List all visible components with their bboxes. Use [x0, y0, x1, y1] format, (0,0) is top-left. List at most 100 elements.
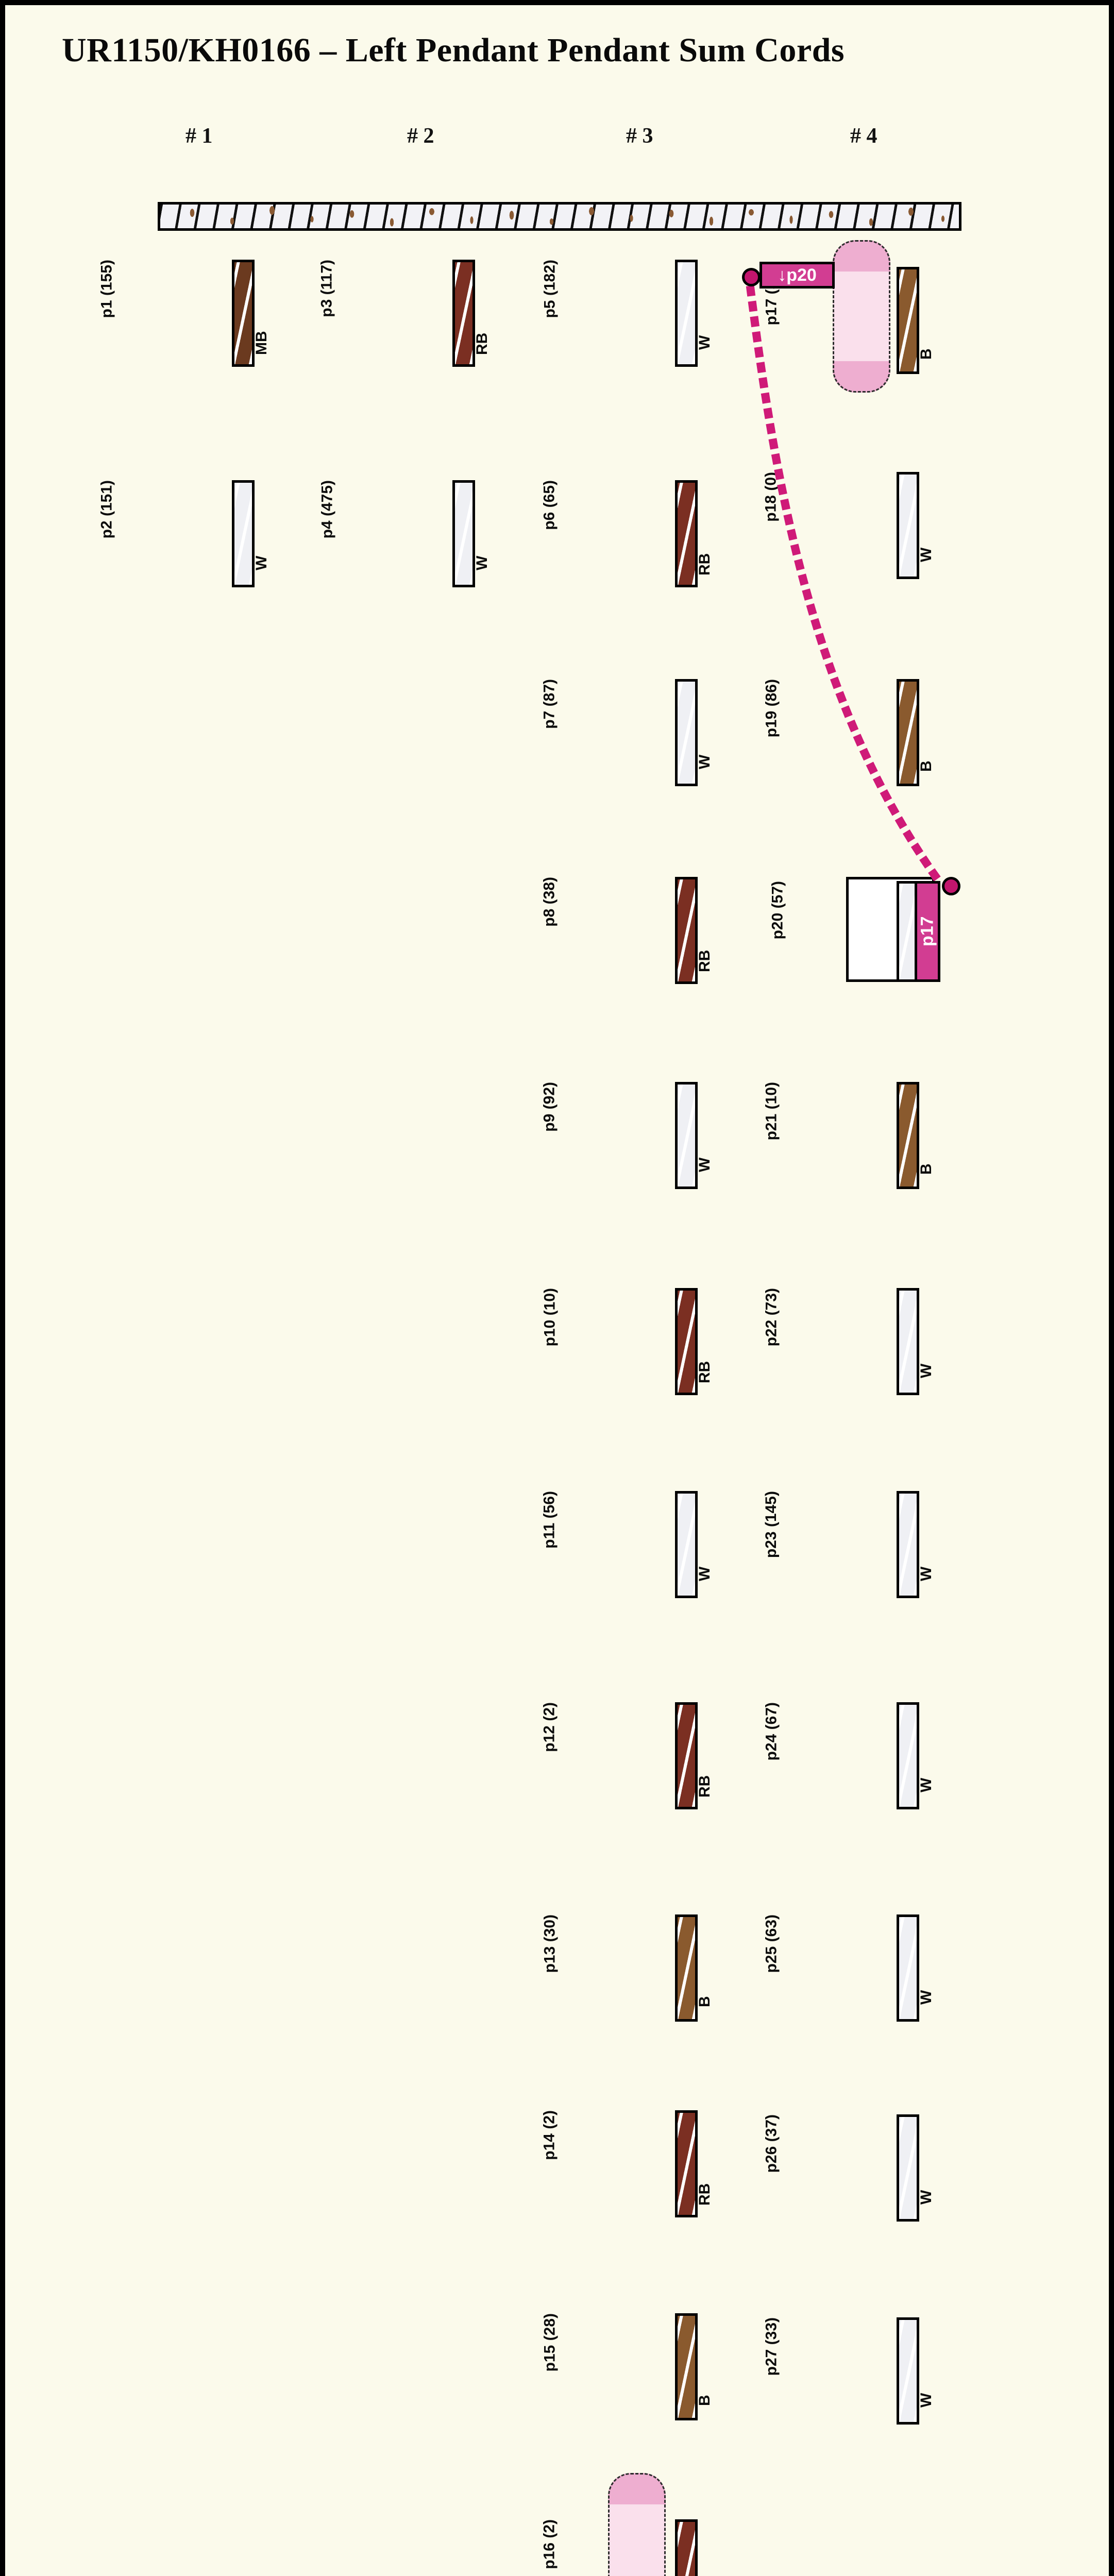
cord-color-p2: W [253, 555, 270, 570]
cord-color-p11: W [696, 1566, 713, 1581]
cord-knots [899, 1291, 917, 1393]
highlight-capsule-p16 [608, 2473, 666, 2576]
cord-bar-p14 [675, 2110, 698, 2217]
cord-color-p8: RB [696, 950, 713, 972]
cord-knots [899, 1705, 917, 1807]
cord-color-p17: B [918, 348, 935, 360]
cord-label-p26: p26 (37) [763, 2114, 780, 2173]
cord-color-p6: RB [696, 553, 713, 575]
source-ref-badge[interactable]: ↓p20 [759, 262, 835, 289]
cord-label-p3: p3 (117) [318, 260, 335, 317]
cord-bar-p6 [675, 480, 698, 587]
cord-bar-p8 [675, 877, 698, 984]
cord-bar-p19 [897, 679, 919, 786]
cord-label-p22: p22 (73) [763, 1288, 780, 1347]
cord-label-p6: p6 (65) [541, 480, 558, 530]
cord-knots [899, 682, 917, 784]
cord-bar-p16 [675, 2519, 698, 2576]
cord-knots [678, 879, 695, 981]
cord-bar-p23 [897, 1491, 919, 1598]
cord-label-p5: p5 (182) [541, 260, 558, 318]
cord-knots [678, 1705, 695, 1807]
cord-label-p12: p12 (2) [541, 1702, 558, 1752]
cord-bar-p5 [675, 260, 698, 367]
cord-color-p10: RB [696, 1361, 713, 1383]
cord-color-p12: RB [696, 1775, 713, 1798]
cord-color-p15: B [696, 2395, 713, 2406]
cord-bar-p25 [897, 1914, 919, 2022]
primary-cord-mottle [160, 205, 959, 228]
cord-label-p19: p19 (86) [763, 679, 780, 738]
column-header-1: # 1 [185, 124, 213, 148]
cord-color-p7: W [696, 754, 713, 769]
cord-bar-p4 [452, 480, 475, 587]
cord-knots [678, 1291, 695, 1393]
cord-knots [899, 474, 917, 577]
cord-color-p5: W [696, 335, 713, 350]
cord-knots [899, 1917, 917, 2019]
cord-bar-p18 [897, 472, 919, 579]
cord-knots [899, 269, 917, 371]
cord-color-p3: RB [474, 332, 491, 355]
cord-label-p14: p14 (2) [541, 2110, 558, 2160]
cord-bar-p26 [897, 2114, 919, 2222]
cord-color-p22: W [918, 1363, 935, 1378]
cord-bar-p1 [232, 260, 255, 367]
source-ref-dot [742, 268, 761, 286]
cord-color-p14: RB [696, 2183, 713, 2206]
cord-label-p25: p25 (63) [763, 1914, 780, 1973]
primary-cord [158, 202, 961, 231]
cord-label-p24: p24 (67) [763, 1702, 780, 1761]
cord-knots [455, 483, 472, 585]
cord-label-p20: p20 (57) [769, 881, 786, 940]
cord-label-p10: p10 (10) [541, 1288, 558, 1347]
target-ref-dot [942, 877, 960, 895]
cord-color-p27: W [918, 2393, 935, 2408]
cord-bar-p12 [675, 1702, 698, 1809]
cord-knots [455, 262, 472, 364]
cord-knots [678, 2113, 695, 2215]
cord-knots [678, 483, 695, 585]
cord-knots [234, 262, 252, 364]
cord-color-p25: W [918, 1990, 935, 2005]
cord-knots [678, 262, 695, 364]
cord-knots [678, 1917, 695, 2019]
cord-label-p23: p23 (145) [763, 1491, 780, 1558]
cord-color-p1: MB [253, 331, 270, 355]
cord-bar-p2 [232, 480, 255, 587]
cord-bar-p15 [675, 2313, 698, 2420]
cord-knots [899, 1494, 917, 1596]
target-ref-badge[interactable]: p17 [915, 881, 940, 982]
page-title: UR1150/KH0166 – Left Pendant Pendant Sum… [62, 31, 845, 69]
cord-label-p18: p18 (0) [763, 472, 780, 522]
cord-knots [678, 2522, 695, 2576]
cord-knots [234, 483, 252, 585]
cord-knots [899, 2117, 917, 2219]
cord-color-p26: W [918, 2190, 935, 2205]
cord-label-p4: p4 (475) [318, 480, 335, 539]
cord-bar-p9 [675, 1082, 698, 1189]
cord-color-p23: W [918, 1566, 935, 1581]
cord-bar-p27 [897, 2317, 919, 2425]
cord-color-p13: B [696, 1996, 713, 2007]
cord-label-p7: p7 (87) [541, 679, 558, 729]
cord-label-p11: p11 (56) [541, 1491, 558, 1549]
cord-label-p15: p15 (28) [541, 2313, 558, 2372]
cord-bar-p10 [675, 1288, 698, 1395]
column-header-2: # 2 [407, 124, 434, 148]
cord-label-p8: p8 (38) [541, 877, 558, 927]
cord-knots [678, 2316, 695, 2418]
cord-knots [678, 1494, 695, 1596]
cord-label-p1: p1 (155) [98, 260, 115, 318]
cord-label-p27: p27 (33) [763, 2317, 780, 2376]
cord-label-p21: p21 (10) [763, 1082, 780, 1141]
cord-knots [678, 1084, 695, 1187]
cord-color-p24: W [918, 1777, 935, 1792]
cord-bar-p24 [897, 1702, 919, 1809]
cord-knots [678, 682, 695, 784]
cord-knots [899, 2320, 917, 2422]
cord-bar-p22 [897, 1288, 919, 1395]
cord-label-p16: p16 (2) [541, 2519, 558, 2569]
cord-color-p18: W [918, 547, 935, 562]
